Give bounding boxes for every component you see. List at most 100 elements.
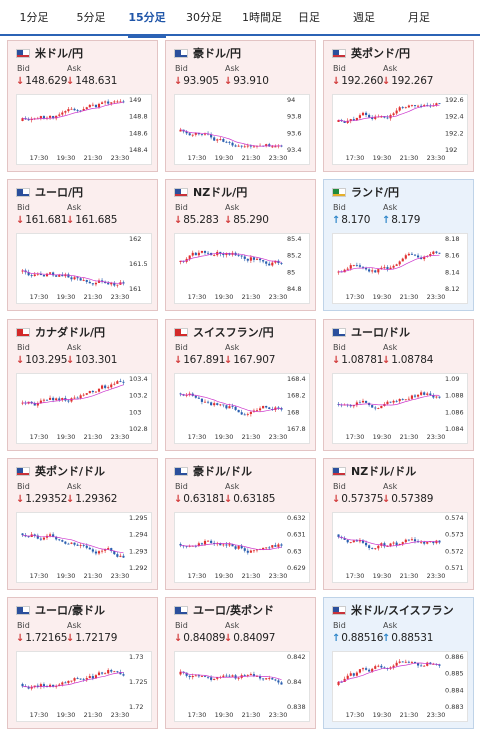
- card-header[interactable]: 英ポンド/ドル: [16, 464, 105, 478]
- candle-body: [55, 537, 58, 540]
- x-tick-label: 19:30: [215, 711, 234, 719]
- card-header[interactable]: 米ドル/スイスフラン: [332, 603, 454, 617]
- mini-candle-chart[interactable]: 1.73 1.725 1.72 17:30 19:30 21:30 23:30: [16, 651, 152, 722]
- y-tick-label: 167.8: [287, 425, 306, 433]
- candle-body: [85, 393, 88, 395]
- candle-body: [194, 395, 197, 398]
- x-tick-label: 23:30: [269, 433, 288, 441]
- arrow-down-icon: ↓: [174, 355, 183, 366]
- candle-body: [364, 400, 368, 403]
- candle-body: [438, 396, 441, 398]
- y-tick-label: 1.088: [445, 392, 464, 400]
- arrow-down-icon: ↓: [66, 76, 75, 87]
- candle-body: [392, 400, 395, 403]
- tab-5[interactable]: 1時間足: [242, 11, 282, 24]
- rate-card[interactable]: ユーロ/英ポンド Bid Ask ↓0.84089 ↓0.84097 0.842 0.84 0…: [165, 597, 316, 729]
- candle-body: [219, 404, 222, 406]
- candle-body: [401, 398, 404, 400]
- mini-candle-chart[interactable]: 0.886 0.885 0.884 0.883 17:30 19:30 21:30 23:30: [332, 651, 468, 722]
- candle-body: [48, 397, 52, 400]
- candle-body: [413, 254, 417, 256]
- candle-body: [107, 101, 110, 104]
- card-header[interactable]: 英ポンド/円: [332, 46, 410, 60]
- candle-body: [30, 275, 33, 277]
- card-header[interactable]: 米ドル/円: [16, 46, 83, 60]
- rate-card[interactable]: ユーロ/豪ドル Bid Ask ↓1.72165 ↓1.72179 1.73 1.725 1.…: [7, 597, 158, 729]
- tab-2[interactable]: 5分足: [76, 11, 106, 24]
- candle-body: [228, 675, 231, 677]
- card-header[interactable]: ユーロ/円: [16, 185, 83, 199]
- candle-body: [191, 252, 194, 256]
- candle-body: [88, 104, 91, 108]
- candle-body: [48, 534, 52, 536]
- arrow-down-icon: ↓: [66, 633, 75, 644]
- candle-body: [438, 664, 441, 666]
- candle-body: [27, 686, 30, 689]
- candle-body: [231, 406, 234, 408]
- candle-body: [252, 146, 256, 148]
- card-header[interactable]: ユーロ/英ポンド: [174, 603, 274, 617]
- candle-body: [45, 399, 49, 401]
- candle-body: [246, 145, 249, 147]
- y-tick-label: 1.293: [129, 547, 148, 555]
- mini-candle-chart[interactable]: 8.18 8.16 8.14 8.12 17:30 19:30 21:30 23:30: [332, 233, 468, 304]
- rate-card[interactable]: ランド/円 Bid Ask ↑8.170 ↑8.179 8.18 8.16 8.14 8.12 1…: [323, 179, 474, 311]
- mini-candle-chart[interactable]: 85.4 85.2 85 84.8 17:30 19:30 21:30 23:30: [174, 233, 310, 304]
- candle-body: [76, 110, 79, 112]
- mini-candle-chart[interactable]: 168.4 168.2 168 167.8 17:30 19:30 21:30 23:30: [174, 373, 310, 444]
- rate-card[interactable]: NZドル/ドル Bid Ask ↓0.57375 ↓0.57389 0.574 0.573 0…: [323, 458, 474, 590]
- rate-card[interactable]: NZドル/円 Bid Ask ↓85.283 ↓85.290 85.4 85.2 85 84.8…: [165, 179, 316, 311]
- candle-body: [52, 684, 55, 687]
- rate-card[interactable]: 豪ドル/ドル Bid Ask ↓0.63181 ↓0.63185 0.632 0.631 0.…: [165, 458, 316, 590]
- tab-8[interactable]: 月足: [408, 11, 430, 24]
- card-header[interactable]: NZドル/ドル: [332, 464, 416, 478]
- card-header[interactable]: 豪ドル/円: [174, 46, 241, 60]
- x-tick-label: 23:30: [269, 293, 288, 301]
- mini-candle-chart[interactable]: 94 93.8 93.6 93.4 17:30 19:30 21:30 23:30: [174, 94, 310, 165]
- y-tick-label: 0.571: [445, 564, 464, 572]
- ask-label: Ask: [225, 64, 240, 73]
- candle-body: [432, 541, 435, 544]
- tab-4[interactable]: 30分足: [186, 11, 222, 24]
- rate-card[interactable]: スイスフラン/円 Bid Ask ↓167.891 ↓167.907 168.4 168.2…: [165, 319, 316, 451]
- rate-card[interactable]: 英ポンド/ドル Bid Ask ↓1.29352 ↓1.29362 1.295 1.294 1…: [7, 458, 158, 590]
- mini-candle-chart[interactable]: 103.4 103.2 103 102.8 17:30 19:30 21:30 23:30: [16, 373, 152, 444]
- ask-label: Ask: [225, 203, 240, 212]
- tab-7[interactable]: 週足: [353, 11, 375, 24]
- tab-1[interactable]: 1分足: [19, 11, 49, 24]
- mini-candle-chart[interactable]: 0.574 0.573 0.572 0.571 17:30 19:30 21:30 23:30: [332, 512, 468, 583]
- mini-candle-chart[interactable]: 1.295 1.294 1.293 1.292 17:30 19:30 21:30 23:30: [16, 512, 152, 583]
- candle-chart-svg: 8.18 8.16 8.14 8.12 17:30 19:30 21:30 23:30: [337, 235, 459, 301]
- rate-card[interactable]: 米ドル/円 Bid Ask ↓148.629 ↓148.631 149 148.8 148.6…: [7, 40, 158, 172]
- au-flag-icon: [174, 466, 188, 476]
- rate-card[interactable]: 米ドル/スイスフラン Bid Ask ↑0.88516 ↑0.88531 0.886 0.8…: [323, 597, 474, 729]
- card-header[interactable]: ランド/円: [332, 185, 399, 199]
- rate-card[interactable]: カナダドル/円 Bid Ask ↓103.295 ↓103.301 103.4 103.2 1…: [7, 319, 158, 451]
- card-header[interactable]: NZドル/円: [174, 185, 247, 199]
- rate-card[interactable]: ユーロ/ドル Bid Ask ↓1.08781 ↓1.08784 1.09 1.088 1.0…: [323, 319, 474, 451]
- tab-3[interactable]: 15分足: [120, 0, 174, 38]
- candle-body: [237, 546, 240, 549]
- candle-body: [377, 545, 380, 549]
- mini-candle-chart[interactable]: 0.842 0.84 0.838 17:30 19:30 21:30 23:30: [174, 651, 310, 722]
- card-header[interactable]: カナダドル/円: [16, 325, 105, 339]
- mini-candle-chart[interactable]: 0.632 0.631 0.63 0.629 17:30 19:30 21:30 23:30: [174, 512, 310, 583]
- card-header[interactable]: スイスフラン/円: [174, 325, 274, 339]
- rate-card[interactable]: ユーロ/円 Bid Ask ↓161.681 ↓161.685 162 161.5 161 17…: [7, 179, 158, 311]
- mini-candle-chart[interactable]: 149 148.8 148.6 148.4 17:30 19:30 21:30 23:30: [16, 94, 152, 165]
- mini-candle-chart[interactable]: 1.09 1.088 1.086 1.084 17:30 19:30 21:30 23:30: [332, 373, 468, 444]
- x-tick-label: 17:30: [30, 433, 49, 441]
- mini-candle-chart[interactable]: 192.6 192.4 192.2 192 17:30 19:30 21:30 23:30: [332, 94, 468, 165]
- card-header[interactable]: ユーロ/ドル: [332, 325, 410, 339]
- mini-candle-chart[interactable]: 162 161.5 161 17:30 19:30 21:30 23:30: [16, 233, 152, 304]
- rate-card[interactable]: 英ポンド/円 Bid Ask ↓192.260 ↓192.267 192.6 192.4 19…: [323, 40, 474, 172]
- card-header[interactable]: ユーロ/豪ドル: [16, 603, 105, 617]
- tab-6[interactable]: 日足: [298, 11, 320, 24]
- candle-body: [73, 542, 76, 545]
- candle-body: [61, 397, 64, 401]
- card-header[interactable]: 豪ドル/ドル: [174, 464, 252, 478]
- y-tick-label: 0.572: [445, 547, 464, 555]
- arrow-down-icon: ↓: [16, 494, 25, 505]
- rate-card[interactable]: 豪ドル/円 Bid Ask ↓93.905 ↓93.910 94 93.8 93.6 93.4 1…: [165, 40, 316, 172]
- y-tick-label: 0.84: [287, 678, 301, 686]
